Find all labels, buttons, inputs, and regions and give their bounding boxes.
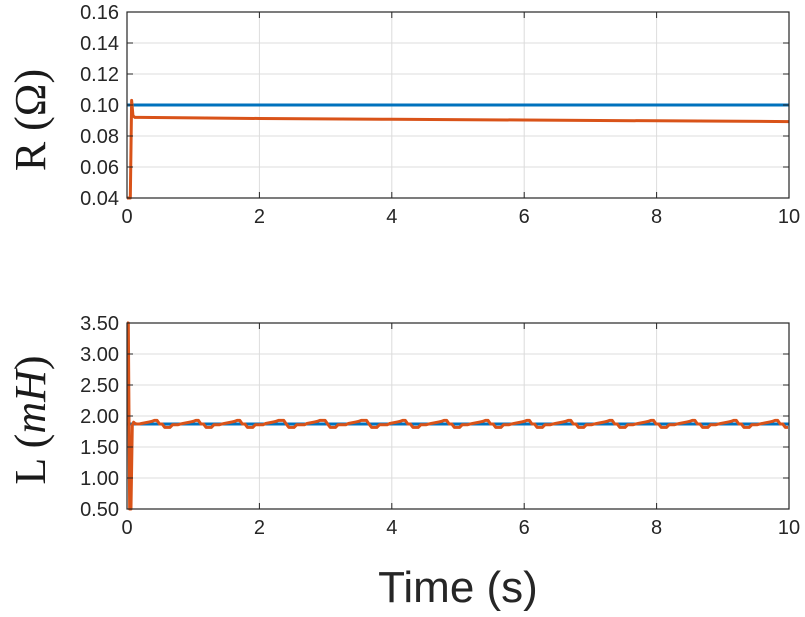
l-xtick-label-2: 4 bbox=[386, 517, 397, 539]
r-ytick-label-4: 0.12 bbox=[80, 64, 119, 86]
l-xtick-label-3: 6 bbox=[519, 517, 530, 539]
l-xtick-label-1: 2 bbox=[254, 517, 265, 539]
l-xtick-label-5: 10 bbox=[778, 517, 800, 539]
l-ytick-label-3: 2.00 bbox=[80, 406, 119, 428]
l-series-1 bbox=[126, 321, 788, 511]
r-xtick-label-3: 6 bbox=[519, 206, 530, 228]
l-series-group bbox=[126, 321, 789, 511]
r-ytick-label-1: 0.06 bbox=[80, 157, 119, 179]
r-ytick-label-3: 0.10 bbox=[80, 95, 119, 117]
r-xtick-label-4: 8 bbox=[651, 206, 662, 228]
l-ticks: 0 2 4 6 8 10 0.50 1.00 1.50 2.00 2.50 3.00 3.50 bbox=[80, 313, 800, 539]
r-ytick-label-2: 0.08 bbox=[80, 126, 119, 148]
r-ticks: 0 2 4 6 8 10 0.04 0.06 0.08 0.10 0.12 0.14 0.16 bbox=[80, 2, 800, 228]
r-xtick-label-5: 10 bbox=[778, 206, 800, 228]
l-xtick-label-0: 0 bbox=[121, 517, 132, 539]
r-ytick-label-6: 0.16 bbox=[80, 2, 119, 24]
r-ytick-label-5: 0.14 bbox=[80, 33, 119, 55]
l-axes: 0 2 4 6 8 10 0.50 1.00 1.50 2.00 2.50 3.00 3.50 L (m… bbox=[6, 313, 800, 539]
l-ytick-label-4: 2.50 bbox=[80, 375, 119, 397]
l-xtick-label-4: 8 bbox=[651, 517, 662, 539]
x-axis-label: Time (s) bbox=[378, 563, 538, 612]
r-xtick-label-2: 4 bbox=[386, 206, 397, 228]
r-xtick-label-0: 0 bbox=[121, 206, 132, 228]
l-ytick-label-5: 3.00 bbox=[80, 344, 119, 366]
l-ytick-label-0: 0.50 bbox=[80, 499, 119, 521]
r-xtick-label-1: 2 bbox=[254, 206, 265, 228]
r-ylabel: R (Ω) bbox=[6, 69, 55, 171]
r-ytick-label-0: 0.04 bbox=[80, 188, 119, 210]
r-axes: 0 2 4 6 8 10 0.04 0.06 0.08 0.10 0.12 0.14 0.16 R (Ω… bbox=[6, 2, 800, 228]
l-ytick-label-6: 3.50 bbox=[80, 313, 119, 335]
l-ytick-label-1: 1.00 bbox=[80, 468, 119, 490]
l-ytick-label-2: 1.50 bbox=[80, 437, 119, 459]
l-ylabel: L (mH) bbox=[6, 355, 55, 484]
